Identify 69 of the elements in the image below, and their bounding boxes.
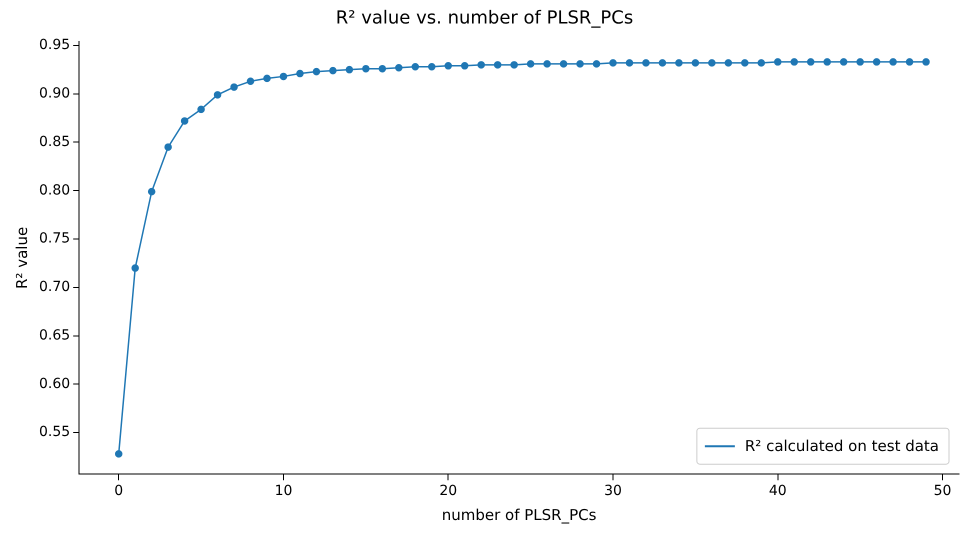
point [395,64,403,72]
x-tick-label: 30 [604,483,622,500]
y-tick-label: 0.70 [39,279,70,296]
point [131,264,139,272]
point [378,64,386,72]
point [741,59,749,67]
point [510,61,518,69]
point [280,72,288,80]
point [412,63,420,71]
point [823,58,831,66]
y-tick-label: 0.80 [39,182,70,198]
point [263,74,271,82]
point [180,117,188,125]
point [642,59,650,67]
point [543,60,551,68]
chart-title: R² value vs. number of PLSR_PCs [336,7,634,28]
point [774,58,782,66]
point [758,59,766,67]
x-tick-label: 50 [934,483,952,500]
point [806,58,814,66]
point [856,58,864,66]
point [906,58,914,66]
point [790,58,798,66]
point [526,60,534,68]
point [609,59,617,67]
point [230,83,238,91]
x-tick-label: 40 [768,483,787,500]
point [592,60,600,68]
point [312,68,320,76]
point [428,63,436,71]
y-tick-label: 0.85 [39,134,70,150]
point [296,70,304,78]
point [922,58,930,66]
point [576,60,584,68]
point [626,59,634,67]
point [872,58,880,66]
point [329,66,337,74]
x-axis-title: number of PLSR_PCs [442,506,597,524]
point [362,64,370,72]
point [164,143,172,151]
legend-label: R² calculated on test data [744,437,940,456]
y-tick-label: 0.90 [39,86,70,102]
x-tick-label: 10 [274,483,292,500]
point [692,59,700,67]
y-tick-label: 0.75 [39,230,70,247]
point [840,58,848,66]
point [560,60,568,68]
point [246,78,254,86]
point [477,61,485,69]
x-tick-label: 20 [439,483,458,500]
point [724,59,732,67]
y-tick-label: 0.55 [39,424,70,440]
point [114,450,122,458]
point [346,66,354,74]
y-axis-title: R² value [12,226,31,289]
point [444,62,452,70]
point [460,62,468,70]
point [658,59,666,67]
point [675,59,683,67]
point [148,188,156,196]
x-tick-label: 0 [114,483,124,500]
y-tick-label: 0.60 [39,376,70,392]
point [197,106,205,114]
point [494,61,502,69]
point [214,91,222,99]
point [889,58,897,66]
y-tick-label: 0.95 [39,37,70,54]
y-tick-label: 0.65 [39,327,70,344]
point [708,59,716,67]
